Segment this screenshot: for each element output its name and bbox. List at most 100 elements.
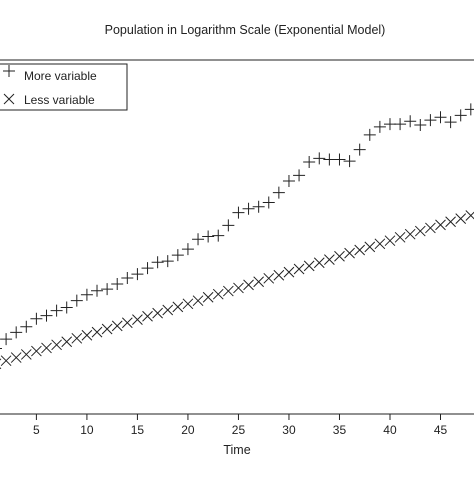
less-variable-point bbox=[455, 213, 467, 224]
more-variable-point bbox=[131, 268, 144, 281]
less-variable-point bbox=[132, 314, 143, 325]
more-variable-point bbox=[434, 111, 447, 124]
more-variable-point bbox=[282, 174, 295, 187]
more-variable-point bbox=[91, 284, 104, 297]
less-variable-point bbox=[61, 336, 73, 348]
more-variable-point bbox=[212, 229, 225, 242]
more-variable-point bbox=[111, 277, 124, 290]
less-variable-point bbox=[354, 244, 366, 256]
x-tick-label: 15 bbox=[131, 423, 145, 437]
more-variable-point bbox=[232, 206, 245, 219]
legend-item-more-variable: More variable bbox=[3, 65, 97, 83]
less-variable-point bbox=[41, 342, 52, 354]
less-variable-point bbox=[394, 231, 406, 243]
less-variable-point bbox=[404, 228, 416, 240]
legend-item-less-variable: Less variable bbox=[3, 93, 95, 107]
less-variable-point bbox=[303, 260, 315, 272]
more-variable-point bbox=[454, 109, 467, 122]
x-tick-label: 20 bbox=[181, 423, 195, 437]
more-variable-point bbox=[30, 312, 43, 325]
less-variable-point bbox=[283, 266, 295, 278]
less-variable-point bbox=[273, 269, 285, 281]
x-axis-ticks: 5 10 15 20 25 30 35 40 45 bbox=[33, 414, 448, 437]
more-variable-point bbox=[181, 243, 194, 256]
less-variable-point bbox=[192, 295, 204, 307]
more-variable-point bbox=[80, 288, 93, 301]
more-variable-point bbox=[161, 255, 174, 268]
more-variable-point bbox=[0, 333, 13, 346]
less-variable-point bbox=[162, 304, 174, 316]
less-variable-point bbox=[243, 279, 254, 291]
less-variable-point bbox=[0, 355, 12, 367]
less-variable-point bbox=[172, 301, 184, 313]
more-variable-point bbox=[40, 309, 53, 322]
more-variable-point bbox=[383, 118, 396, 131]
less-variable-point bbox=[465, 210, 474, 221]
less-variable-point bbox=[71, 332, 83, 344]
data-markers bbox=[0, 103, 474, 370]
more-variable-point bbox=[414, 118, 427, 131]
less-variable-point bbox=[111, 320, 123, 332]
more-variable-point bbox=[373, 120, 386, 133]
more-variable-point bbox=[121, 272, 134, 285]
x-tick-label: 25 bbox=[232, 423, 246, 437]
more-variable-point bbox=[262, 196, 275, 209]
less-variable-point bbox=[10, 352, 22, 363]
less-variable-point bbox=[414, 225, 426, 237]
less-variable-point bbox=[142, 310, 153, 322]
chart-title: Population in Logarithm Scale (Exponenti… bbox=[105, 23, 386, 37]
less-variable-point bbox=[364, 241, 376, 253]
more-variable-point bbox=[222, 219, 235, 232]
more-variable-point bbox=[444, 116, 457, 129]
less-variable-point bbox=[81, 329, 93, 341]
less-variable-point bbox=[384, 235, 396, 247]
less-variable-point bbox=[425, 222, 436, 234]
x-tick-label: 30 bbox=[282, 423, 296, 437]
more-variable-point bbox=[50, 304, 63, 317]
x-tick-label: 10 bbox=[80, 423, 94, 437]
more-variable-point bbox=[10, 326, 23, 339]
less-variable-point bbox=[51, 339, 62, 351]
more-variable-point bbox=[313, 152, 326, 165]
more-variable-point bbox=[303, 156, 316, 169]
less-variable-point bbox=[20, 349, 32, 360]
less-variable-point bbox=[202, 291, 214, 303]
less-variable-point bbox=[344, 247, 355, 259]
less-variable-point bbox=[253, 276, 265, 288]
x-marker-icon bbox=[3, 93, 15, 105]
legend-label-more-variable: More variable bbox=[24, 69, 97, 83]
more-variable-point bbox=[333, 153, 346, 166]
x-axis-label: Time bbox=[223, 443, 250, 457]
more-variable-point bbox=[242, 202, 255, 215]
more-variable-point bbox=[404, 115, 417, 128]
x-tick-label: 45 bbox=[434, 423, 448, 437]
more-variable-point bbox=[363, 128, 376, 141]
more-variable-point bbox=[192, 233, 205, 246]
more-variable-point bbox=[353, 143, 366, 156]
more-variable-point bbox=[151, 256, 164, 269]
more-variable-point bbox=[252, 200, 265, 213]
less-variable-point bbox=[233, 282, 244, 294]
less-variable-point bbox=[0, 358, 2, 370]
more-variable-point bbox=[60, 301, 73, 314]
less-variable-point bbox=[212, 288, 224, 300]
legend: More variable Less variable bbox=[0, 63, 128, 111]
more-variable-point bbox=[323, 153, 336, 166]
less-variable-point bbox=[445, 216, 456, 228]
more-variable-point bbox=[70, 294, 83, 307]
legend-box bbox=[0, 63, 128, 111]
more-variable-point bbox=[101, 283, 114, 296]
less-variable-point bbox=[435, 219, 446, 231]
more-variable-point bbox=[394, 118, 407, 131]
x-tick-label: 5 bbox=[33, 423, 40, 437]
more-variable-point bbox=[20, 320, 33, 333]
less-variable-point bbox=[374, 238, 386, 250]
more-variable-point bbox=[272, 186, 285, 199]
less-variable-point bbox=[324, 254, 335, 266]
more-variable-point bbox=[0, 348, 2, 350]
less-variable-point bbox=[121, 317, 133, 329]
less-variable-point bbox=[91, 326, 103, 338]
less-variable-point bbox=[101, 323, 113, 335]
more-variable-point bbox=[202, 230, 215, 243]
